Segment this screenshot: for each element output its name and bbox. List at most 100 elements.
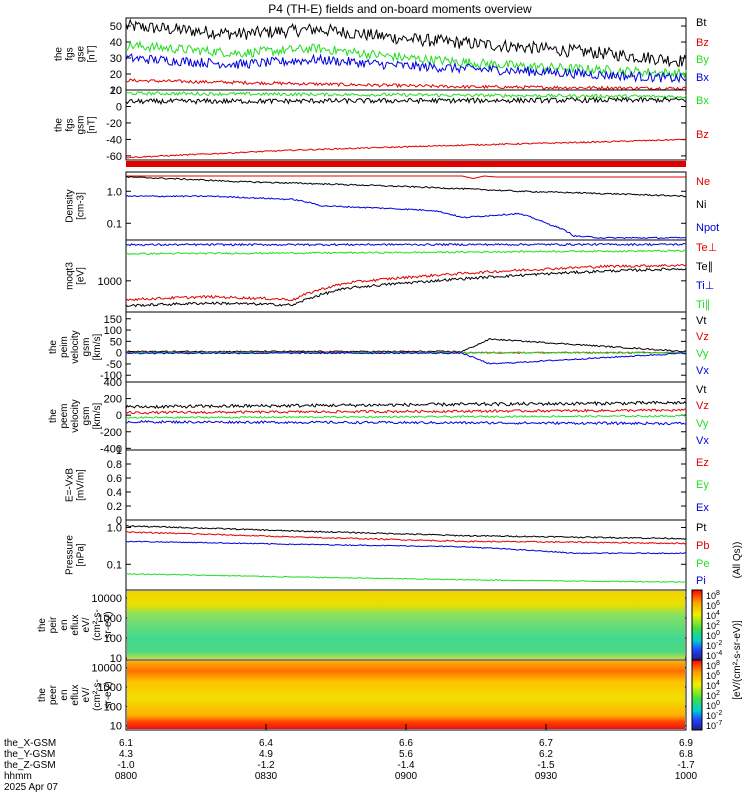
legend-label: Ex: [696, 502, 709, 514]
series-line-Ni: [125, 175, 687, 198]
y-axis-label: moqt3: [65, 262, 76, 290]
series-line-Ti⊥: [125, 242, 687, 247]
series-line-Vx: [125, 351, 687, 365]
x-tick-label: 0900: [395, 771, 418, 782]
y-axis-label: the: [54, 47, 65, 61]
heatmap-fill: [127, 661, 685, 729]
colorbar-tick-label: 100: [706, 630, 720, 641]
y-axis-label: Pressure: [65, 535, 76, 575]
legend-label: Ne: [696, 176, 710, 188]
y-axis-label: eflux: [70, 614, 81, 635]
colorbar: [691, 659, 703, 731]
colorbar-tick-label: 100: [706, 700, 720, 711]
series-line-Vt: [125, 400, 687, 409]
colorbar-tick-exponent: -2: [716, 640, 722, 647]
x-tick-label: 6.2: [539, 749, 553, 760]
date-label: 2025 Apr 07: [4, 782, 58, 793]
y-tick-label: 0.2: [107, 501, 122, 513]
y-tick-label: 100: [104, 701, 122, 713]
colorbars-group: 10810610410210010-210-410810610410210010…: [691, 542, 743, 731]
y-tick-label: 0.8: [107, 459, 122, 471]
x-tick-label: 6.4: [259, 738, 273, 749]
legend-label: Bz: [696, 37, 709, 49]
colorbar-tick-exponent: 4: [716, 680, 720, 687]
panel-e_field: 0 0.2 0.4 0.6 0.8 1 E=-VxB [mV/m] Ez Ey Ex: [65, 445, 710, 527]
colorbar-tick-label: 104: [706, 610, 720, 621]
series-line-Pe: [126, 573, 687, 583]
colorbar-tick-label: 102: [706, 690, 720, 701]
x-tick-label: 6.6: [399, 738, 413, 749]
y-axis-label: fgs: [65, 118, 76, 131]
y-axis-label: peim: [59, 336, 70, 358]
y-tick-label: 400: [104, 377, 122, 389]
panel-peer_spec: 10 100 1000 10000 the peer en eflux eV/(cm²-s-sr…: [37, 659, 687, 733]
colorbar-tick-label: 10-2: [706, 710, 722, 721]
panel-peem_velocity: -400 -200 0 200 400 the peem velocity gsm [km/s] V…: [48, 377, 709, 455]
x-tick-label: -1.7: [677, 760, 695, 771]
y-tick-label: 50: [110, 336, 122, 348]
y-axis-label: [eV]: [76, 267, 87, 285]
y-tick-label: 150: [104, 314, 122, 326]
y-tick-label: 50: [110, 21, 122, 33]
colorbar-tick-exponent: 2: [716, 620, 720, 627]
y-tick-label: 0.1: [107, 559, 122, 571]
y-axis-label: E=-VxB: [65, 468, 76, 503]
y-tick-label: 0: [116, 348, 122, 360]
legend-label: Ti∥: [696, 299, 710, 311]
y-axis-label: the: [54, 118, 65, 132]
y-tick-label: -50: [106, 359, 122, 371]
x-tick-label: 6.7: [539, 738, 553, 749]
y-tick-label: -40: [106, 134, 122, 146]
legend-label: Pb: [696, 540, 709, 552]
y-tick-label: 0: [116, 101, 122, 113]
heatmap-fill: [127, 591, 685, 659]
y-axis-label: eV/: [81, 687, 92, 702]
series-line-Vy: [125, 414, 687, 420]
x-row-label: the_Z-GSM: [4, 760, 56, 771]
y-tick-label: 10000: [91, 593, 122, 605]
series-line-Vx: [125, 419, 686, 426]
y-tick-label: 1.0: [107, 523, 122, 535]
y-axis-label: sr-eV): [103, 681, 114, 708]
colorbar-tick-exponent: 8: [716, 590, 720, 597]
colorbar-tick-exponent: 0: [716, 630, 720, 637]
colorbar-tick-exponent: -4: [716, 650, 722, 657]
y-axis-label: gse: [76, 46, 87, 63]
legend-label: Pe: [696, 558, 709, 570]
legend-label: Vx: [696, 365, 709, 377]
series-line-Npot: [125, 194, 687, 240]
series-line-unnamed: [125, 96, 687, 106]
y-axis-label: [km/s]: [92, 333, 103, 360]
legend-label: Vy: [696, 348, 709, 360]
y-tick-label: 1: [116, 445, 122, 457]
legend-label: Te⊥: [696, 242, 717, 254]
y-tick-label: 0.1: [107, 218, 122, 230]
legend-label: Pt: [696, 522, 706, 534]
colorbar-tick-label: 106: [706, 600, 720, 611]
series-line-Pt: [125, 525, 687, 540]
y-axis-label: peer: [48, 684, 59, 705]
panel-moments_t: 1000 moqt3 [eV] Te⊥ Te∥ Ti⊥ Ti∥: [65, 239, 717, 313]
y-tick-label: 200: [104, 394, 122, 406]
legend-label: Vx: [696, 435, 709, 447]
y-axis-label: (cm²-s-: [92, 679, 103, 711]
panel-peir_spec: 10 100 1000 10000 the peir en eflux eV/(cm²-s-sr…: [37, 589, 687, 665]
y-axis-label: sr-eV): [103, 611, 114, 638]
colorbar-tick-label: 10-4: [706, 650, 722, 661]
y-tick-label: 1000: [98, 613, 122, 625]
series-line-Bx: [125, 53, 687, 84]
y-tick-label: 40: [110, 37, 122, 49]
colorbar-tick-label: 108: [706, 660, 720, 671]
series-line-Bz: [125, 78, 687, 91]
y-tick-label: 100: [104, 325, 122, 337]
y-axis-label: en: [59, 619, 70, 630]
y-axis-label: eflux: [70, 684, 81, 705]
panel-frame: [125, 449, 687, 521]
panel-frame: [125, 171, 687, 241]
panel-pressure: 0.1 1.0 Pressure [nPa] Pt Pb Pe Pi: [65, 519, 709, 591]
legend-label: Vz: [696, 400, 709, 412]
colorbar-label: [eV/(cm²-s-sr-eV)]: [732, 620, 743, 700]
panel-frame: [125, 519, 687, 591]
